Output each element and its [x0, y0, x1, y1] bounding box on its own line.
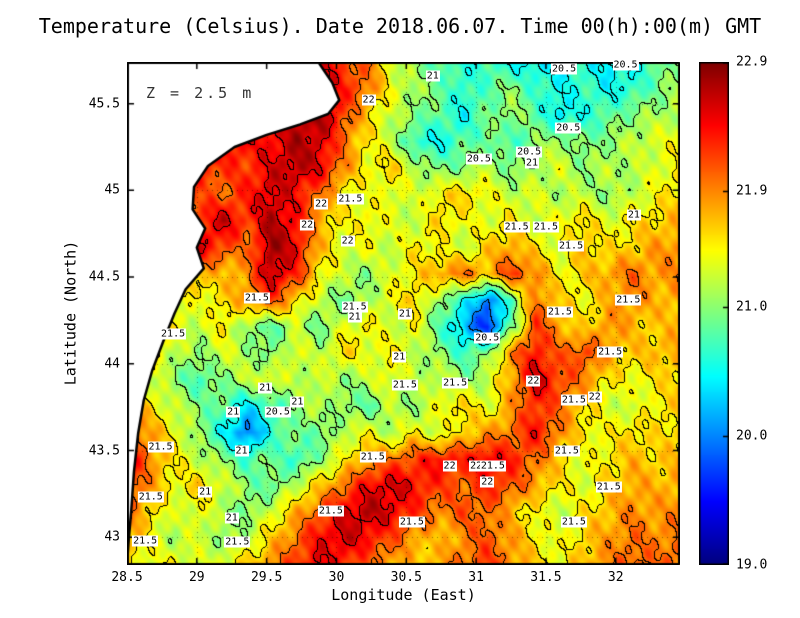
x-tick-label: 31.5: [530, 570, 562, 585]
contour-label: 21.5: [398, 516, 425, 528]
contour-label: 21.5: [341, 301, 368, 313]
contour-label: 22: [587, 391, 602, 403]
contour-label: 20.5: [465, 153, 492, 165]
y-tick-label: 45.5: [88, 96, 120, 112]
contour-label: 21: [198, 486, 213, 498]
contour-label: 21.5: [137, 491, 164, 503]
x-tick-label: 30.5: [390, 570, 422, 585]
contour-label: 21.5: [560, 516, 587, 528]
x-tick-label: 29: [188, 570, 205, 585]
x-tick-label: 30: [328, 570, 345, 585]
colorbar-tick-label: 22.9: [736, 54, 768, 70]
contour-label: 21: [347, 311, 362, 323]
contour-label: 21: [258, 382, 273, 394]
contour-label: 22: [314, 198, 329, 210]
colorbar-tick-label: 19.0: [736, 557, 768, 573]
contour-label: 21.5: [503, 221, 530, 233]
contour-label: 22: [340, 235, 355, 247]
x-axis-label: Longitude (East): [331, 586, 476, 604]
contour-label: 21: [226, 406, 241, 418]
colorbar-tick-label: 21.9: [736, 183, 768, 199]
y-tick-label: 45: [104, 182, 120, 198]
contour-label: 21.5: [359, 451, 386, 463]
contour-label: 21.5: [224, 536, 251, 548]
contour-label: 21.5: [442, 377, 469, 389]
contour-label: 21.5: [337, 193, 364, 205]
contour-label: 22: [526, 375, 541, 387]
depth-annotation: Z = 2.5 m: [146, 84, 255, 102]
contour-label: 20.5: [516, 146, 543, 158]
x-tick-label: 31: [468, 570, 484, 585]
x-tick-label: 32: [607, 570, 624, 585]
chart-title: Temperature (Celsius). Date 2018.06.07. …: [38, 14, 762, 38]
x-tick-label: 29.5: [250, 570, 283, 585]
contour-label: 21.5: [243, 292, 270, 304]
contour-label: 21.5: [147, 441, 174, 453]
y-tick-label: 44.5: [88, 269, 120, 285]
contour-label: 21: [425, 70, 440, 82]
y-tick-label: 43.5: [88, 443, 120, 459]
contour-label: 22: [300, 219, 315, 231]
contour-label: 20.5: [612, 59, 639, 71]
contour-label: 20.5: [264, 406, 291, 418]
colorbar-tick-label: 20.0: [736, 428, 768, 444]
colorbar: [699, 62, 729, 565]
contour-label: 21: [626, 209, 641, 221]
y-tick-label: 43: [104, 529, 120, 545]
contour-label: 21: [524, 157, 539, 169]
contour-label: 21.5: [560, 394, 587, 406]
x-tick-label: 28.5: [111, 570, 143, 585]
contour-label: 21.5: [546, 306, 573, 318]
contour-label: 22: [361, 94, 376, 106]
contour-label: 21.5: [597, 346, 624, 358]
contour-label: 21: [290, 396, 305, 408]
contour-label: 21.5: [132, 535, 159, 547]
contour-label: 21: [234, 445, 249, 457]
contour-label: 21.5: [553, 445, 580, 457]
contour-label: 22: [442, 460, 457, 472]
contour-label: 20.5: [555, 122, 582, 134]
contour-label: 21: [392, 351, 407, 363]
contour-label: 21.5: [558, 240, 585, 252]
contour-label: 20.5: [474, 332, 501, 344]
contour-label: 21.5: [532, 221, 559, 233]
contour-label: 21.5: [317, 505, 344, 517]
contour-label: 22: [469, 460, 484, 472]
contour-label: 21.5: [479, 460, 506, 472]
contour-label: 21: [224, 512, 239, 524]
contour-label: 21.5: [160, 328, 187, 340]
colorbar-tick-label: 21.0: [736, 299, 768, 315]
contour-label: 21.5: [615, 294, 642, 306]
contour-label: 21.5: [595, 481, 622, 493]
contour-label: 22: [480, 476, 495, 488]
y-tick-label: 44: [104, 356, 120, 372]
contour-label: 20.5: [551, 63, 578, 75]
y-axis-label: Latitude (North): [61, 240, 80, 386]
contour-label: 21: [397, 308, 412, 319]
contour-label: 21.5: [391, 379, 418, 391]
